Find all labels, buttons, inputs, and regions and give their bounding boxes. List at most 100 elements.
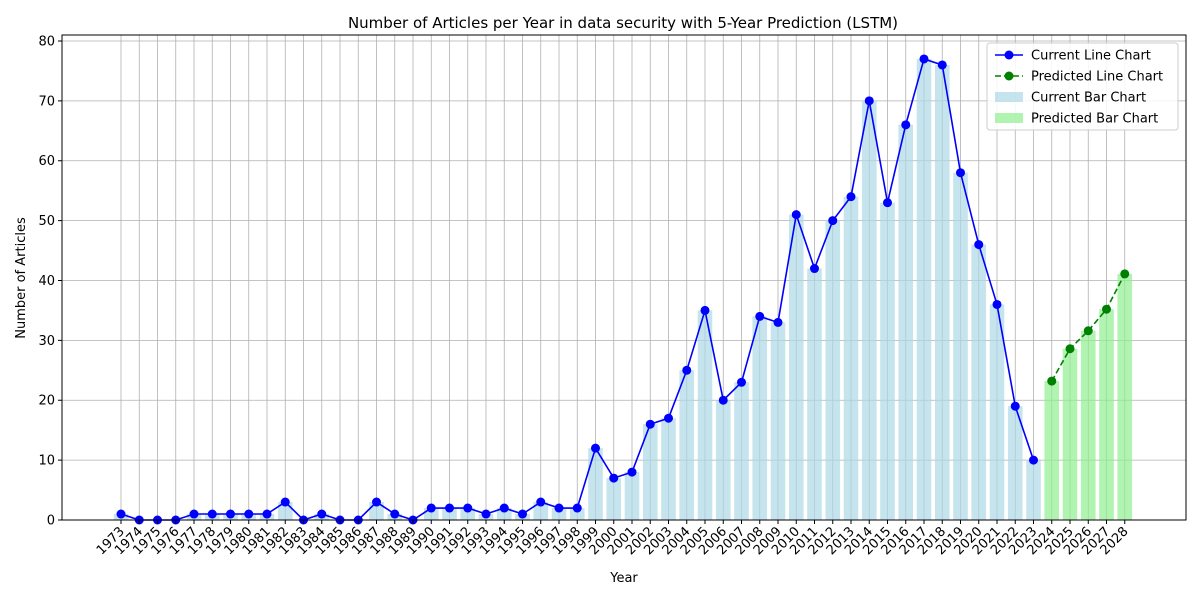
current-line-chart-point [226,509,235,519]
current-bar-chart-bar [788,214,804,520]
current-bar-chart-bar [898,124,914,520]
y-tick-label: 10 [38,454,55,469]
current-bar-chart-bar [752,316,768,520]
current-bar-chart-bar [953,172,968,520]
current-line-chart-point [499,503,509,513]
current-bar-chart-bar [679,370,695,520]
legend-current-line-chart-label: Current Line Chart [1031,49,1151,64]
current-line-chart-point [463,503,473,513]
current-line-chart-point [864,96,874,106]
current-bar-chart-bar [460,508,476,520]
current-line-chart-point [773,317,783,327]
y-tick-label: 20 [38,394,55,409]
current-line-chart-point [755,311,765,321]
predicted-line-chart-point [1065,344,1075,354]
predicted-line-chart-point [1083,326,1093,336]
current-bar-chart-bar [916,58,932,520]
predicted-bar-chart-bar [1080,330,1096,520]
x-axis-label: Year [609,571,638,586]
current-bar-chart-bar [861,100,877,520]
y-tick-label: 80 [38,34,55,49]
current-line-chart-point [810,264,819,274]
current-line-chart-point [572,503,582,513]
current-line-chart-point [883,198,892,208]
current-line-chart-point [700,305,710,315]
current-bar-chart-bar [934,64,950,521]
current-line-chart-point [828,216,838,226]
current-bar-chart-bar [496,508,512,520]
current-bar-chart-bar [715,400,731,520]
current-bar-chart-bar [807,268,822,520]
predicted-bar-chart-bar [1117,273,1133,520]
current-line-chart-point [591,443,600,453]
current-bar-chart-bar [880,202,895,520]
current-line-chart-point [244,509,254,519]
current-bar-chart-bar [697,310,713,520]
current-bar-chart-bar [551,508,567,520]
current-line-chart-point [645,419,655,429]
predicted-bar-chart-bar [1062,348,1078,520]
current-bar-chart-bar [569,508,585,520]
current-bar-chart-bar [624,472,640,520]
plot-frame [61,34,1187,521]
current-line-chart-point [262,509,272,519]
bar-layer [113,58,1133,521]
current-line-chart-point [189,509,199,519]
predicted-line-chart-point [1047,376,1057,386]
current-line-chart-point [664,413,673,423]
current-bar-chart-bar [1007,406,1023,520]
y-tick-label: 40 [38,274,55,289]
chart-title: Number of Articles per Year in data secu… [348,14,898,32]
current-bar-chart-bar [442,508,457,520]
legend: Current Line Chart Predicted Line Chart Cu… [986,42,1179,131]
predicted-line-chart-point [1120,269,1130,279]
current-line-chart-point [317,509,327,519]
current-bar-chart-bar [642,424,658,520]
current-line-chart-point [518,509,527,519]
current-line-chart-point [974,240,984,250]
current-line-chart-point [1010,401,1020,411]
current-bar-chart-bar [423,508,439,520]
current-line-chart-point [554,503,564,513]
legend-predicted-line-chart-label: Predicted Line Chart [1031,70,1163,85]
current-bar-chart-bar [734,382,749,520]
current-line-chart-point [609,473,619,483]
legend-predicted-line-chart-marker [1004,71,1014,81]
predicted-line-chart-line [1051,273,1126,382]
current-line-chart-point [1029,455,1038,465]
current-line-chart-point [372,497,381,507]
current-bar-chart-bar [770,322,786,520]
legend-predicted-bar-chart-swatch [995,113,1023,123]
predicted-line-chart-point [1102,304,1111,314]
current-bar-chart-bar [1026,460,1041,520]
current-line-chart-point [426,503,436,513]
current-bar-chart-bar [989,304,1005,520]
y-tick-label: 50 [38,214,55,229]
legend-box [986,42,1179,131]
legend-current-line-chart-marker [1004,50,1014,60]
legend-predicted-bar-chart-label: Predicted Bar Chart [1031,112,1158,127]
legend-current-bar-chart-swatch [995,92,1023,102]
current-line-chart-point [116,509,126,519]
current-line-chart-point [791,210,801,220]
y-tick-label: 70 [38,94,55,109]
current-line-chart-point [445,503,454,513]
current-line-chart-point [919,54,929,64]
current-line-chart-point [682,365,692,375]
current-bar-chart-bar [588,448,603,520]
current-bar-chart-bar [971,244,987,520]
current-line-chart-point [280,497,290,507]
current-line-chart-point [207,509,217,519]
predicted-bar-chart-bar [1099,309,1114,520]
current-bar-chart-bar [825,220,841,520]
current-line-chart-point [481,509,491,519]
current-bar-chart-bar [533,502,549,520]
current-line-chart-point [846,192,856,202]
current-line-chart-point [956,168,965,178]
current-bar-chart-bar [606,478,622,520]
current-bar-chart-bar [661,418,676,520]
current-bar-chart-bar [843,196,859,520]
current-line-chart-point [901,120,911,130]
legend-current-bar-chart-label: Current Bar Chart [1031,91,1146,106]
